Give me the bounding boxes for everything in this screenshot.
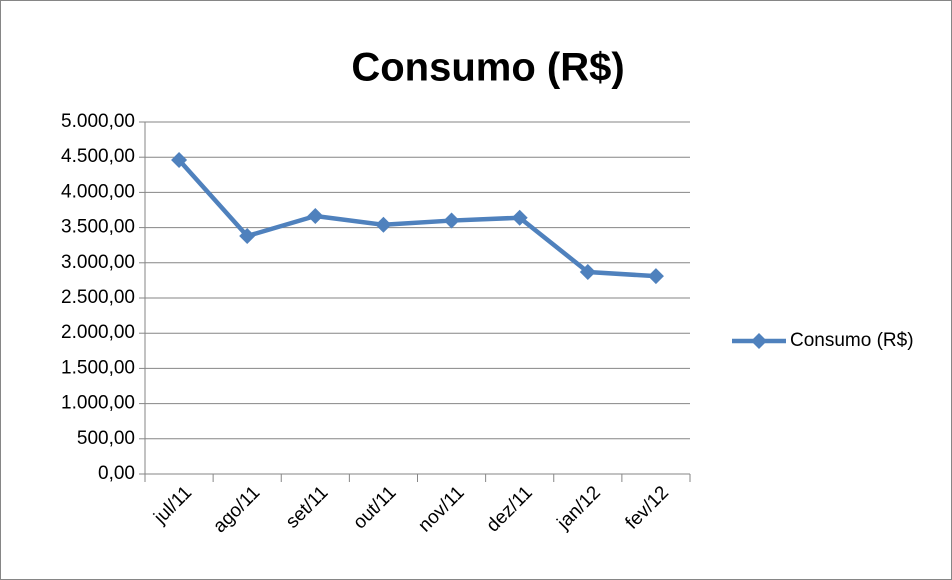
data-point (307, 207, 324, 224)
y-tick-label: 2.000,00 (61, 322, 135, 343)
y-tick-label: 1.500,00 (61, 357, 135, 378)
data-point (579, 263, 596, 280)
y-tick-label: 4.500,00 (61, 146, 135, 167)
data-point (239, 228, 256, 245)
y-tick-label: 3.500,00 (61, 217, 135, 238)
data-point (443, 212, 460, 229)
y-tick-label: 2.500,00 (61, 287, 135, 308)
y-tick-label: 5.000,00 (61, 111, 135, 132)
data-point (171, 152, 188, 169)
y-tick-label: 4.000,00 (61, 181, 135, 202)
legend-marker (751, 333, 767, 349)
data-point (511, 209, 528, 226)
legend-label: Consumo (R$) (790, 330, 914, 351)
data-point (647, 268, 664, 285)
y-tick-label: 0,00 (98, 463, 135, 484)
series-line (177, 158, 657, 279)
y-tick-label: 3.000,00 (61, 252, 135, 273)
chart-title: Consumo (R$) (351, 46, 624, 90)
y-tick-label: 500,00 (77, 428, 135, 449)
y-tick-label: 1.000,00 (61, 393, 135, 414)
data-point (375, 216, 392, 233)
